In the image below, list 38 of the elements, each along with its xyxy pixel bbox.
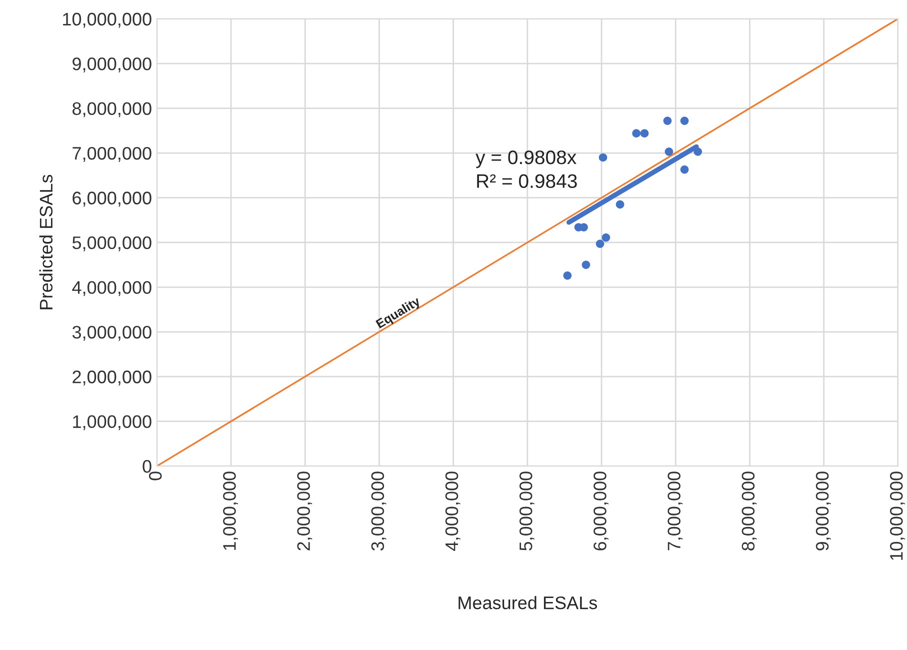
y-tick-label: 8,000,000 [72, 102, 152, 118]
point [582, 260, 590, 269]
x-tick-label: 2,000,000 [297, 472, 312, 550]
x-tick-label: 7,000,000 [668, 472, 683, 550]
y-tick-label: 4,000,000 [72, 281, 152, 296]
x-tick-label: 5,000,000 [519, 472, 534, 551]
point [663, 116, 672, 125]
y-tick-label: 1,000,000 [73, 415, 152, 430]
x-tick-label: 9,000,000 [816, 472, 831, 550]
point [632, 129, 641, 138]
x-tick-label: 3,000,000 [371, 472, 386, 551]
y-tick-label: 3,000,000 [72, 326, 152, 341]
point [616, 200, 624, 209]
y-tick-label: 6,000,000 [72, 192, 152, 207]
annotation: y = 0.9808x R² = 0.9843 [476, 150, 577, 188]
x-tick-label: 4,000,000 [445, 472, 460, 551]
y-tick-label: 0 [142, 460, 152, 473]
point [680, 116, 689, 125]
x-tick-label: 1,000,000 [223, 472, 238, 550]
x-axis-title: Measured ESALs [458, 596, 598, 610]
point [563, 271, 572, 280]
point [596, 240, 604, 248]
point [602, 233, 610, 242]
x-tick-label: 6,000,000 [594, 472, 608, 550]
x-tick-label: 0 [148, 472, 162, 480]
point [598, 153, 608, 162]
x-tick-label: 10,000,000 [890, 472, 905, 560]
y-tick-label: 10,000,000 [63, 12, 152, 28]
x-tick-label: 8,000,000 [742, 472, 757, 550]
point [680, 165, 689, 174]
y-tick-label: 5,000,000 [72, 236, 152, 252]
y-tick-label: 2,000,000 [72, 370, 152, 386]
point [664, 148, 674, 156]
y-tick-label: 7,000,000 [72, 146, 152, 162]
y-axis-title: Predicted ESALs [39, 174, 53, 310]
point [694, 148, 702, 156]
point [640, 129, 649, 138]
y-tick-label: 9,000,000 [72, 58, 152, 72]
